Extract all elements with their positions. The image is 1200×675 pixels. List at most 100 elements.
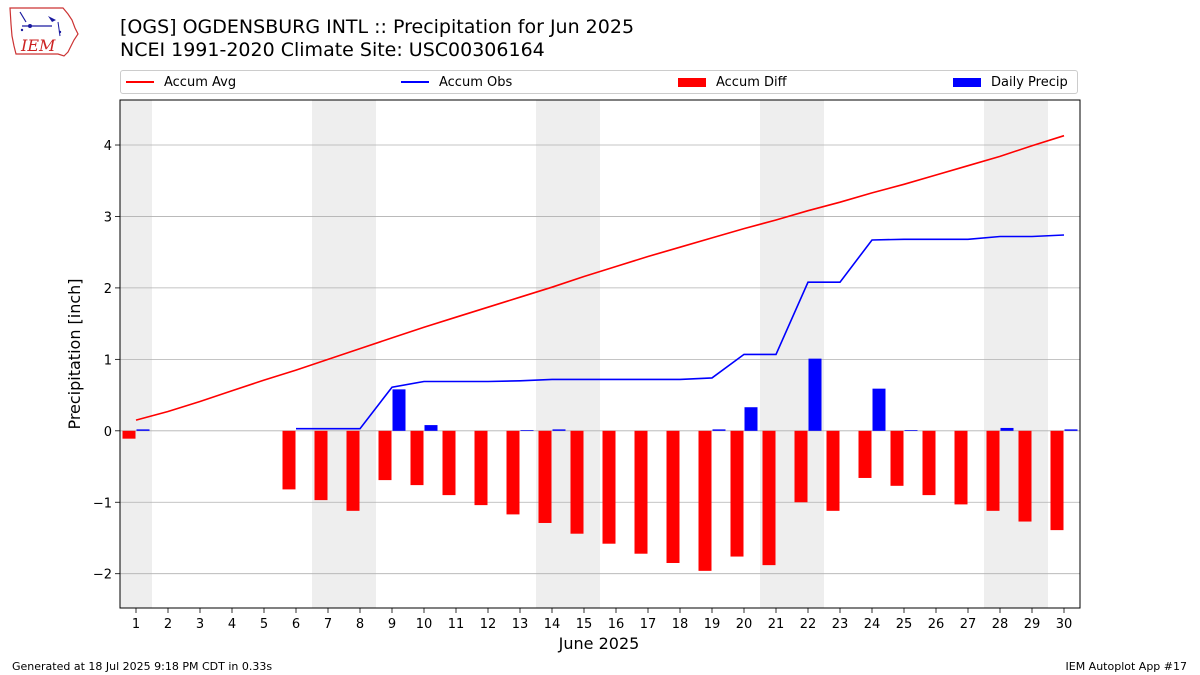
accum-diff-bar-day-25	[890, 430, 904, 486]
legend-swatch-accum-diff	[678, 77, 706, 87]
y-tick-label: 0	[104, 425, 112, 440]
legend-item-accum-avg: Accum Avg	[126, 74, 236, 90]
daily-precip-bar-day-28	[1000, 427, 1014, 431]
accum-diff-bar-day-13	[506, 430, 520, 515]
lines	[135, 134, 1065, 430]
accum-diff-bar-day-11	[442, 430, 456, 496]
x-tick-label: 21	[768, 617, 785, 632]
legend-item-accum-obs: Accum Obs	[401, 74, 512, 90]
legend-swatch-daily-precip	[953, 77, 981, 87]
x-tick-label: 19	[704, 617, 721, 632]
accum-diff-bar-day-28	[986, 430, 1000, 511]
x-tick-label: 6	[292, 617, 300, 632]
weekend-band-day-8	[344, 100, 376, 608]
accum-diff-bar-day-7	[314, 430, 328, 501]
accum-diff-bar-day-22	[794, 430, 808, 503]
accum-avg-line	[135, 134, 1065, 421]
x-tick-label: 4	[228, 617, 236, 632]
daily-precip-bar-day-14	[552, 429, 566, 431]
x-tick-label: 28	[992, 617, 1009, 632]
y-tick-label: 2	[104, 282, 112, 297]
y-axis-label: Precipitation [inch]	[65, 278, 84, 429]
legend: Accum Avg Accum Obs Accum Diff Daily Pre…	[120, 70, 1078, 94]
daily-precip-bar-day-30	[1064, 429, 1078, 431]
x-axis-label: June 2025	[558, 634, 640, 653]
accum-diff-bar-day-17	[634, 430, 648, 554]
x-tick-label: 8	[356, 617, 364, 632]
weekend-shading	[120, 100, 1048, 608]
accum-diff-bar-day-23	[826, 430, 840, 511]
accum-diff-bar-day-10	[410, 430, 424, 486]
logo-text: IEM	[20, 36, 56, 55]
daily-precip-bar-day-24	[872, 388, 886, 431]
accum-diff-bar-day-19	[698, 430, 712, 571]
daily-precip-bar-day-1	[136, 429, 150, 431]
accum-diff-bar-day-8	[346, 430, 360, 511]
accum-obs-line	[296, 234, 1065, 430]
accum-diff-bar-day-21	[762, 430, 776, 566]
x-tick-label: 7	[324, 617, 332, 632]
x-tick-label: 16	[608, 617, 625, 632]
legend-swatch-accum-avg	[126, 81, 154, 83]
legend-label-accum-diff: Accum Diff	[716, 74, 787, 90]
weekend-band-day-14	[536, 100, 568, 608]
autoplot-app-label: IEM Autoplot App #17	[1065, 660, 1188, 673]
y-tick-label: −1	[93, 496, 112, 511]
y-tick-label: 4	[104, 139, 112, 154]
x-tick-label: 23	[832, 617, 849, 632]
accum-diff-bar-day-16	[602, 430, 616, 544]
daily-precip-bar-day-19	[712, 429, 726, 431]
x-tick-label: 15	[576, 617, 593, 632]
legend-label-accum-avg: Accum Avg	[164, 74, 237, 90]
accum-diff-bar-day-1	[122, 430, 136, 439]
iem-logo: IEM	[8, 6, 80, 58]
accum-diff-bar-day-12	[474, 430, 488, 506]
accum-diff-bar-day-24	[858, 430, 872, 478]
x-tick-label: 3	[196, 617, 204, 632]
weekend-band-day-1	[120, 100, 152, 608]
x-tick-label: 9	[388, 617, 396, 632]
weekend-band-day-29	[1016, 100, 1048, 608]
plot-frame	[119, 99, 1081, 609]
x-tick-label: 1	[132, 617, 140, 632]
accum-diff-bar-day-29	[1018, 430, 1032, 522]
legend-swatch-accum-obs	[401, 81, 429, 83]
x-tick-label: 13	[512, 617, 529, 632]
daily-precip-bar-day-13	[520, 430, 534, 431]
x-tick-label: 29	[1024, 617, 1041, 632]
x-tick-label: 2	[164, 617, 172, 632]
daily-precip-bar-day-22	[808, 358, 822, 431]
accum-diff-bar-day-15	[570, 430, 584, 534]
x-tick-label: 18	[672, 617, 689, 632]
x-tick-label: 12	[480, 617, 497, 632]
x-tick-label: 14	[544, 617, 561, 632]
daily-precip-bar-day-9	[392, 389, 406, 431]
x-tick-label: 5	[260, 617, 268, 632]
y-tick-label: 1	[104, 353, 112, 368]
legend-label-daily-precip: Daily Precip	[991, 74, 1068, 90]
x-tick-label: 20	[736, 617, 753, 632]
daily-precip-bar-day-20	[744, 407, 758, 431]
daily-precip-bar-day-10	[424, 425, 438, 431]
weekend-band-day-22	[792, 100, 824, 608]
x-tick-label: 11	[448, 617, 465, 632]
x-tick-label: 24	[864, 617, 881, 632]
accum-diff-bar-day-26	[922, 430, 936, 496]
accum-diff-bar-day-9	[378, 430, 392, 481]
chart-subtitle: NCEI 1991-2020 Climate Site: USC00306164	[120, 39, 545, 61]
accum-diff-bar-day-27	[954, 430, 968, 505]
weekend-band-day-28	[984, 100, 1016, 608]
x-tick-label: 26	[928, 617, 945, 632]
x-tick-label: 27	[960, 617, 977, 632]
y-tick-label: 3	[104, 210, 112, 225]
x-tick-label: 17	[640, 617, 657, 632]
accum-diff-bar-day-6	[282, 430, 296, 490]
accum-diff-bar-day-14	[538, 430, 552, 523]
gridlines	[120, 144, 1080, 575]
iowa-map-icon: IEM	[9, 7, 79, 57]
legend-item-accum-diff: Accum Diff	[678, 74, 787, 90]
bars	[122, 358, 1078, 571]
daily-precip-bar-day-25	[904, 430, 918, 431]
chart-title: [OGS] OGDENSBURG INTL :: Precipitation f…	[120, 16, 635, 38]
